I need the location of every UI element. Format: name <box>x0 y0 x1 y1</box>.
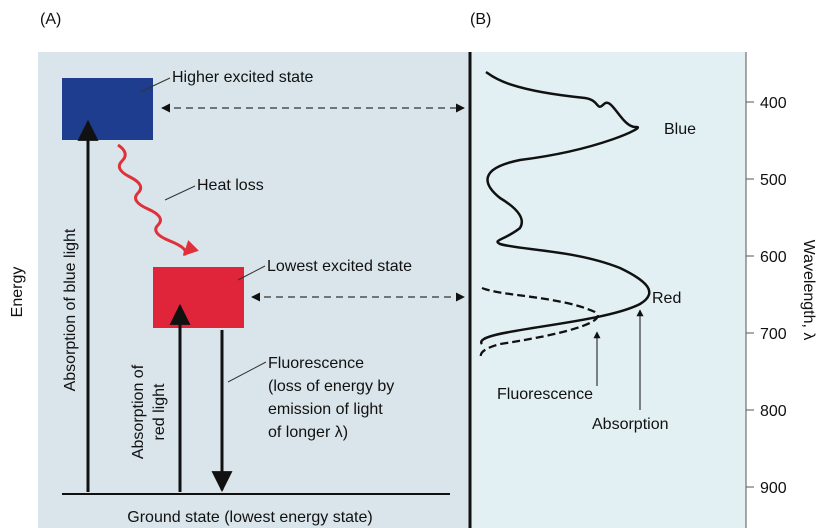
tick-label: 400 <box>760 95 787 112</box>
label: Fluorescence <box>497 386 593 403</box>
leaders <box>139 77 267 383</box>
tick-label: 700 <box>760 326 787 343</box>
label: red light <box>151 383 168 440</box>
heat-loss-arrow <box>117 143 199 257</box>
absorption-spectrum <box>480 70 651 345</box>
lowest-state-box <box>153 267 244 328</box>
higher-state-box <box>62 78 153 140</box>
label: Heat loss <box>197 177 264 194</box>
fluorescence-spectrum <box>479 286 599 359</box>
label: Lowest excited state <box>267 258 412 275</box>
label: (loss of energy by <box>268 378 394 395</box>
axis-label: Wavelength, λ <box>800 240 817 341</box>
label: Ground state (lowest energy state) <box>127 509 372 526</box>
panel-label: (B) <box>470 11 491 28</box>
label: Absorption <box>592 416 669 433</box>
energy-label: Energy <box>9 267 26 318</box>
tick-label: 600 <box>760 249 787 266</box>
label: emission of light <box>268 401 383 418</box>
label: Absorption of <box>130 364 147 459</box>
tick-label: 800 <box>760 403 787 420</box>
label: Absorption of blue light <box>62 228 79 391</box>
label: Fluorescence <box>268 355 364 372</box>
panel-label: (A) <box>40 11 61 28</box>
label: of longer λ) <box>268 424 348 441</box>
label: Blue <box>664 121 696 138</box>
label: Higher excited state <box>172 69 314 86</box>
tick-label: 900 <box>760 480 787 497</box>
tick-label: 500 <box>760 172 787 189</box>
label: Red <box>652 290 681 307</box>
panel-b-bg <box>470 52 746 528</box>
